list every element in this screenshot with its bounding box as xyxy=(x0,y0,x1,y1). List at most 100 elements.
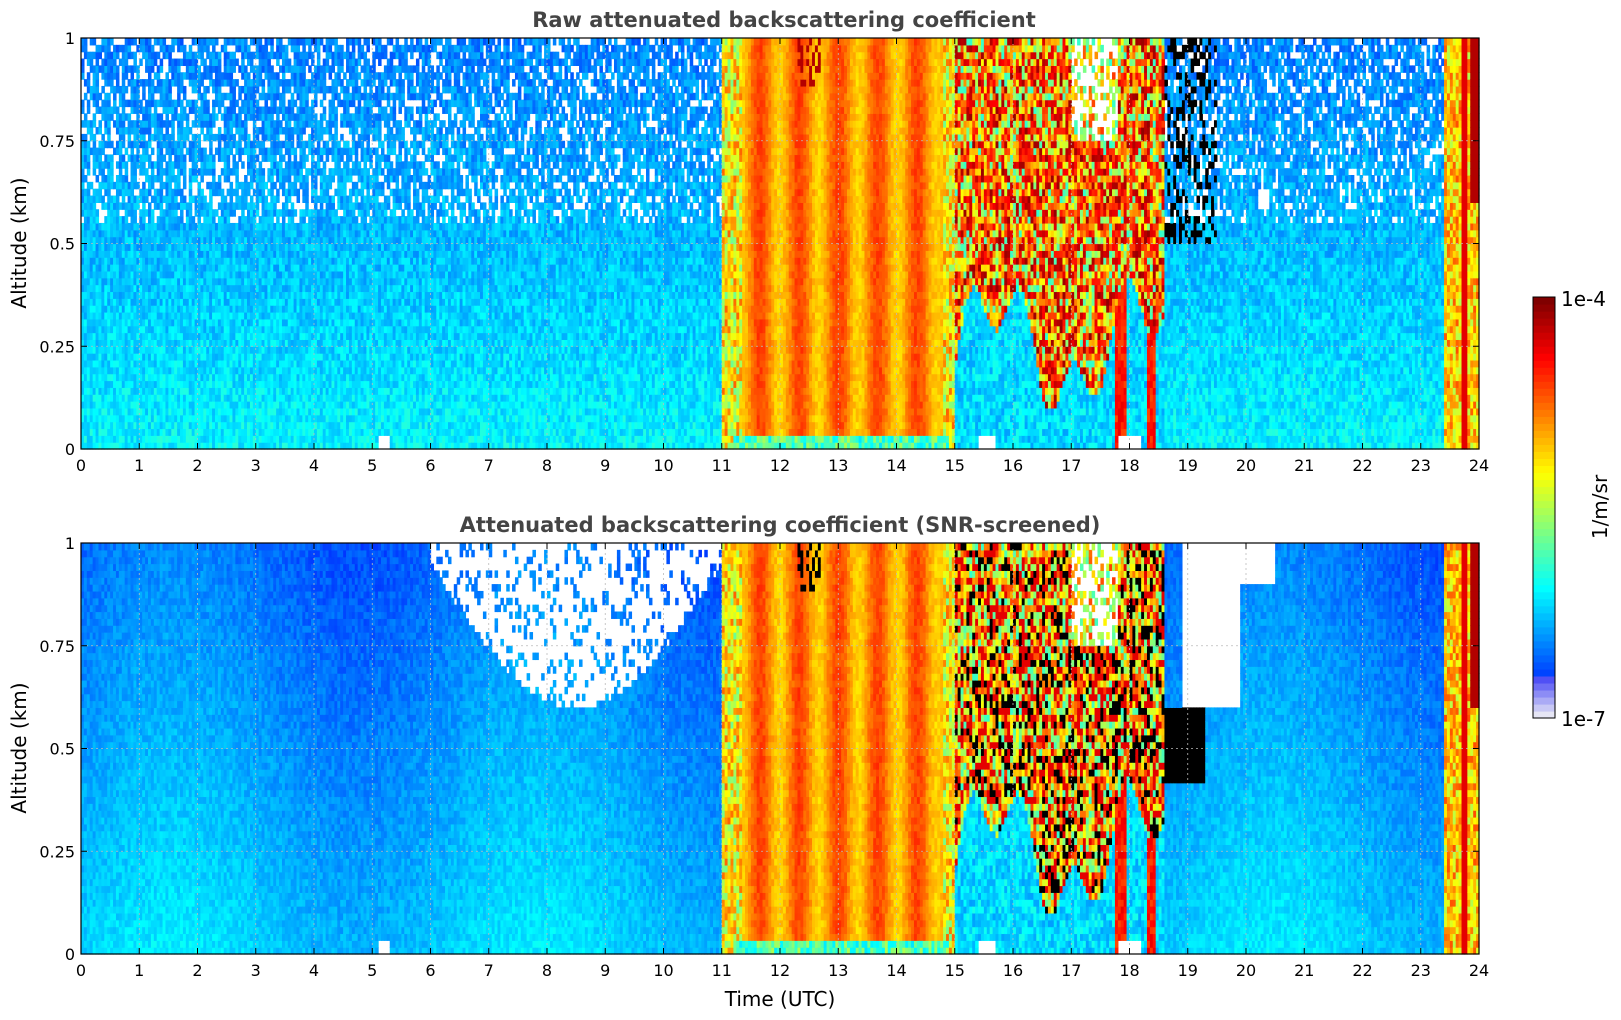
heatmap-cell xyxy=(122,196,126,203)
heatmap-cell xyxy=(209,72,213,79)
heatmap-cell xyxy=(116,196,120,203)
heatmap-cell xyxy=(163,38,167,45)
heatmap-cell xyxy=(212,175,216,182)
heatmap-cell xyxy=(212,154,216,161)
heatmap-cell xyxy=(87,100,91,107)
heatmap-cell xyxy=(200,79,204,86)
heatmap-cell xyxy=(122,120,126,127)
heatmap-cell xyxy=(125,161,129,168)
heatmap-cell xyxy=(151,168,155,175)
heatmap-cell xyxy=(122,79,126,86)
heatmap-cell xyxy=(160,65,164,72)
heatmap-cell xyxy=(186,113,190,120)
heatmap-cell xyxy=(174,107,178,114)
heatmap-cell xyxy=(177,93,181,100)
heatmap-cell xyxy=(125,86,129,93)
heatmap-cell xyxy=(84,134,88,141)
heatmap-cell xyxy=(116,65,120,72)
heatmap-cell xyxy=(98,189,102,196)
heatmap-cell xyxy=(168,182,172,189)
panel-raw-title: Raw attenuated backscattering coefficien… xyxy=(532,8,1036,32)
heatmap-cell xyxy=(148,202,152,209)
heatmap-cell xyxy=(84,93,88,100)
heatmap-cell xyxy=(160,113,164,120)
heatmap-cell xyxy=(98,127,102,134)
heatmap-cell xyxy=(206,107,210,114)
heatmap-cell xyxy=(151,182,155,189)
heatmap-cell xyxy=(125,216,129,223)
heatmap-cell xyxy=(110,175,114,182)
heatmap-cell xyxy=(87,72,91,79)
heatmap-cell xyxy=(200,52,204,59)
heatmap-cell xyxy=(183,141,187,148)
heatmap-cell xyxy=(98,93,102,100)
heatmap-cell xyxy=(180,38,184,45)
heatmap-cell xyxy=(87,79,91,86)
heatmap-cell xyxy=(212,45,216,52)
heatmap-cell xyxy=(93,168,97,175)
heatmap-cell xyxy=(101,148,105,155)
heatmap-cell xyxy=(151,65,155,72)
heatmap-cell xyxy=(163,154,167,161)
heatmap-cell xyxy=(93,113,97,120)
heatmap-cell xyxy=(171,168,175,175)
heatmap-cell xyxy=(148,141,152,148)
heatmap-cell xyxy=(177,175,181,182)
heatmap-cell xyxy=(157,52,161,59)
heatmap-cell xyxy=(107,93,111,100)
heatmap-cell xyxy=(87,161,91,168)
heatmap-cell xyxy=(101,86,105,93)
heatmap-cell xyxy=(133,52,137,59)
heatmap-cell xyxy=(218,141,222,148)
heatmap-cell xyxy=(177,182,181,189)
heatmap-cell xyxy=(113,93,117,100)
heatmap-cell xyxy=(180,100,184,107)
heatmap-cell xyxy=(209,148,213,155)
heatmap-cell xyxy=(221,100,225,107)
heatmap-cell xyxy=(203,148,207,155)
heatmap-cell xyxy=(84,38,88,45)
heatmap-cell xyxy=(215,113,219,120)
heatmap-cell xyxy=(116,209,120,216)
heatmap-cell xyxy=(116,107,120,114)
heatmap-cell xyxy=(131,72,135,79)
heatmap-cell xyxy=(151,216,155,223)
heatmap-cell xyxy=(93,202,97,209)
heatmap-cell xyxy=(198,86,202,93)
heatmap-cell xyxy=(218,59,222,66)
heatmap-cell xyxy=(125,175,129,182)
heatmap-cell xyxy=(119,168,123,175)
heatmap-cell xyxy=(209,202,213,209)
heatmap-cell xyxy=(206,45,210,52)
heatmap-cell xyxy=(116,52,120,59)
heatmap-cell xyxy=(183,168,187,175)
heatmap-cell xyxy=(133,209,137,216)
heatmap-cell xyxy=(168,52,172,59)
heatmap-cell xyxy=(133,216,137,223)
heatmap-cell xyxy=(87,168,91,175)
heatmap-cell xyxy=(122,134,126,141)
heatmap-cell xyxy=(227,175,231,182)
heatmap-cell xyxy=(189,209,193,216)
heatmap-cell xyxy=(183,45,187,52)
heatmap-cell xyxy=(90,182,94,189)
heatmap-cell xyxy=(177,65,181,72)
heatmap-cell xyxy=(125,168,129,175)
heatmap-cell xyxy=(160,127,164,134)
heatmap-cell xyxy=(116,72,120,79)
heatmap-cell xyxy=(200,189,204,196)
heatmap-cell xyxy=(180,79,184,86)
heatmap-cell xyxy=(142,86,146,93)
heatmap-cell xyxy=(168,93,172,100)
heatmap-cell xyxy=(212,107,216,114)
heatmap-cell xyxy=(148,189,152,196)
heatmap-cell xyxy=(122,154,126,161)
heatmap-cell xyxy=(218,86,222,93)
heatmap-cell xyxy=(122,141,126,148)
heatmap-cell xyxy=(87,141,91,148)
heatmap-cell xyxy=(101,168,105,175)
heatmap-cell xyxy=(192,216,196,223)
heatmap-cell xyxy=(227,216,231,223)
heatmap-cell xyxy=(90,127,94,134)
